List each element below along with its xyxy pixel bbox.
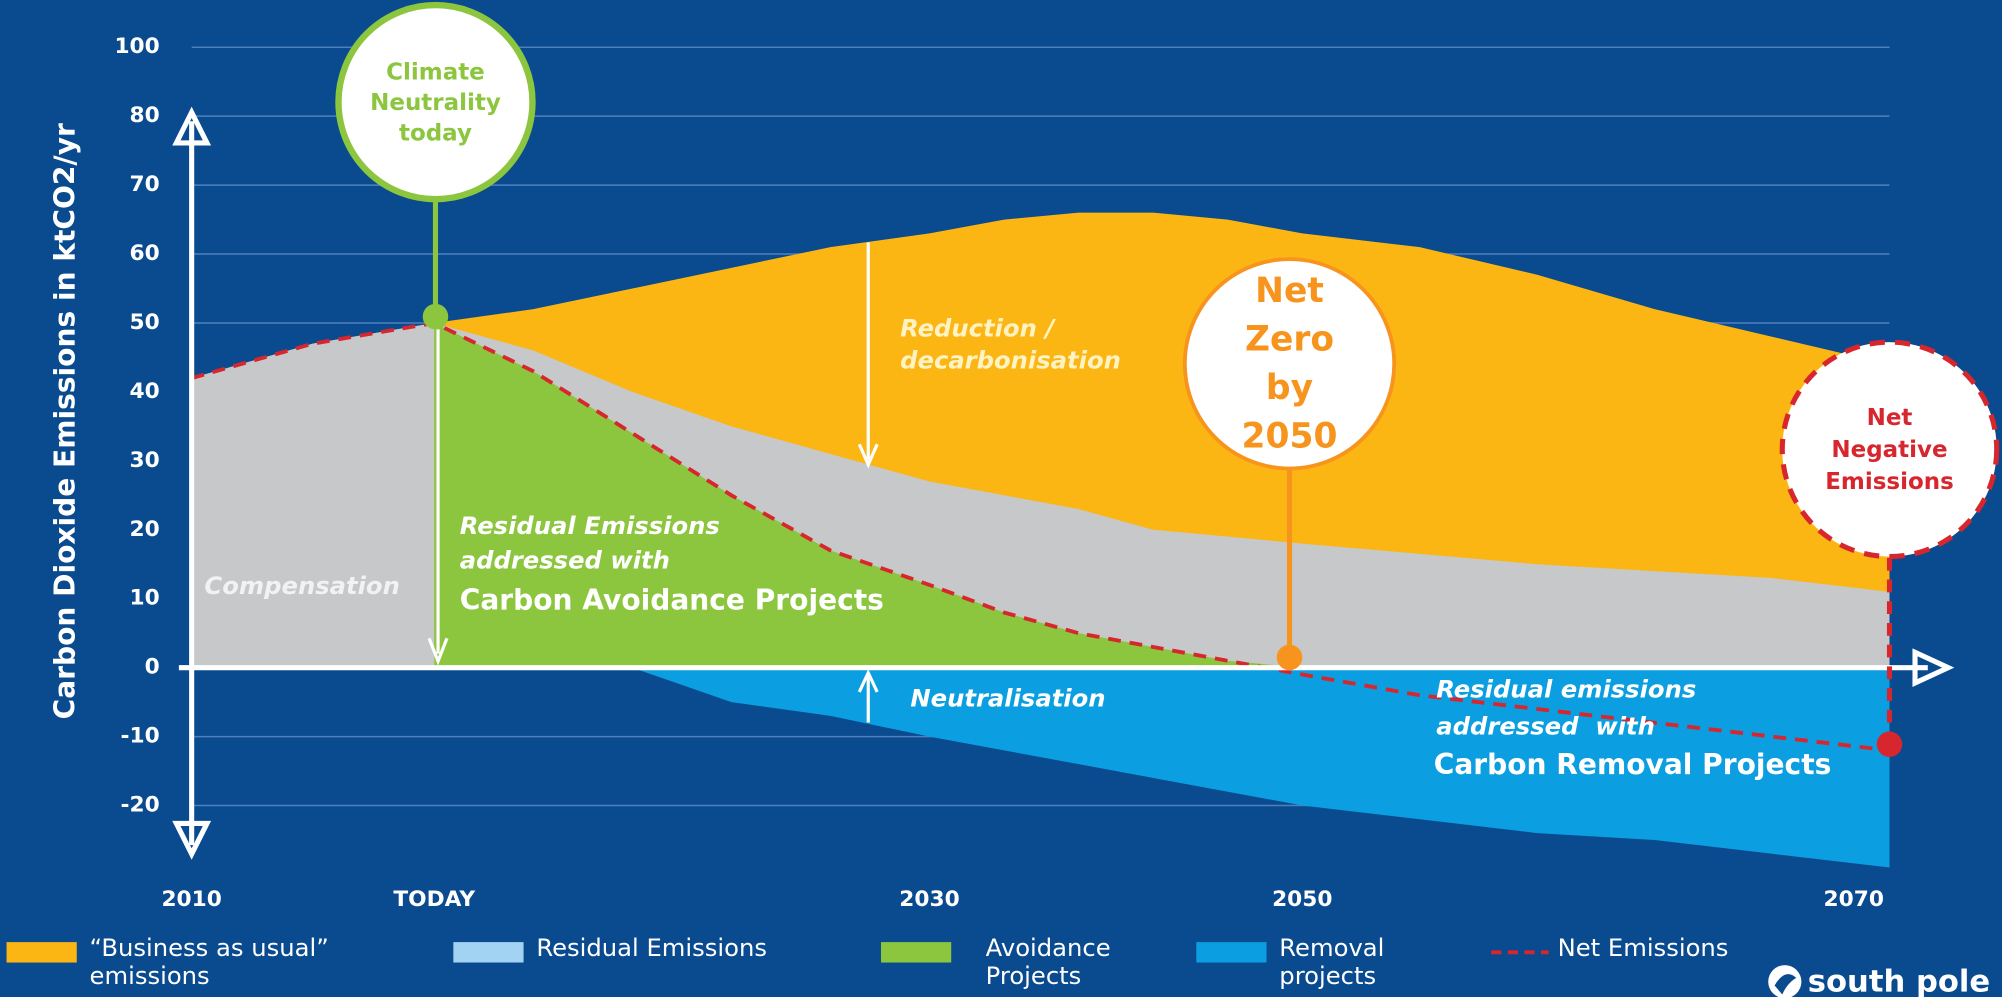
callout-text: Emissions xyxy=(1825,469,1954,495)
arrow-head xyxy=(427,637,449,666)
y-tick-label: -10 xyxy=(121,724,160,749)
legend-label: Net Emissions xyxy=(1557,934,1729,963)
callout-circle xyxy=(1182,257,1397,471)
legend-label: “Business as usual” emissions xyxy=(89,934,329,991)
y-tick-label: 100 xyxy=(114,34,159,59)
logo: south pole xyxy=(1808,964,1990,997)
note: decarbonisation xyxy=(900,345,1121,374)
note: Carbon Avoidance Projects xyxy=(460,583,884,616)
callout-text: by xyxy=(1266,368,1313,408)
legend-swatch xyxy=(453,942,524,963)
legend: “Business as usual” emissions Residual Em… xyxy=(6,934,1729,991)
y-tick-label: 50 xyxy=(130,310,160,335)
callout-text: today xyxy=(399,121,472,147)
y-tick-label: 10 xyxy=(130,586,160,611)
annotations: Carbon Dioxide Emissions in ktCO2/yr Red… xyxy=(49,1,2000,997)
area xyxy=(632,667,1890,868)
y-tick-label: 30 xyxy=(130,448,160,473)
area xyxy=(434,322,1303,668)
legend-swatch xyxy=(6,942,77,963)
areas xyxy=(191,212,1890,868)
note: Neutralisation xyxy=(910,684,1105,713)
legend-swatch xyxy=(1196,942,1267,963)
note: addressed with xyxy=(1436,712,1655,741)
callout-dot xyxy=(422,303,449,330)
legend-entry: Residual Emissions xyxy=(536,934,768,963)
legend-entry: Net Emissions xyxy=(1557,934,1729,963)
callout-text: Zero xyxy=(1245,319,1334,359)
arrow-head xyxy=(1912,648,1955,687)
callout-text: Negative xyxy=(1831,437,1947,463)
legend-swatch xyxy=(881,942,952,963)
arrow-head xyxy=(172,106,212,146)
x-tick-label: 2070 xyxy=(1824,887,1884,912)
y-tick-label: -20 xyxy=(121,793,160,818)
note: Residual Emissions xyxy=(460,511,720,540)
callout-circle xyxy=(335,1,536,203)
logo-icon xyxy=(1774,974,1797,995)
callout-dot xyxy=(1276,644,1303,671)
legend-entry: “Business as usual” emissions xyxy=(89,934,329,991)
callout-text: Net xyxy=(1867,405,1913,431)
x-tick-label: TODAY xyxy=(393,887,475,912)
x-tick-label: 2010 xyxy=(161,887,221,912)
callout-text: Net xyxy=(1255,271,1324,311)
note: Residual emissions xyxy=(1436,675,1696,704)
y-tick-label: 40 xyxy=(130,379,160,404)
legend-entry: Removal projects xyxy=(1279,934,1385,991)
y-tick-label: 60 xyxy=(130,241,160,266)
legend-label: Removal projects xyxy=(1279,934,1385,991)
note: Carbon Removal Projects xyxy=(1434,748,1832,781)
callout-text: 2050 xyxy=(1242,416,1338,456)
note: addressed with xyxy=(460,546,670,575)
y-tick-label: 20 xyxy=(130,517,160,542)
callout-text: Climate xyxy=(386,59,485,85)
y-tick-label: 80 xyxy=(130,103,160,128)
callout-text: Neutrality xyxy=(370,90,501,116)
x-tick-label: 2030 xyxy=(899,887,959,912)
y-axis-label: Carbon Dioxide Emissions in ktCO2/yr xyxy=(49,123,82,719)
y-tick-label: 0 xyxy=(145,655,160,680)
legend-label: Residual Emissions xyxy=(536,934,768,963)
arrow-head xyxy=(857,668,879,693)
callout-dot xyxy=(1876,731,1903,758)
y-tick-label: 70 xyxy=(130,172,160,197)
legend-entry: Avoidance Projects xyxy=(985,934,1111,991)
note: Reduction / xyxy=(900,313,1056,342)
note: Compensation xyxy=(204,571,399,600)
arrow-head xyxy=(857,443,879,469)
callout-circle xyxy=(1779,339,2000,560)
legend-label: Avoidance Projects xyxy=(985,934,1111,991)
arrow-head xyxy=(172,820,212,860)
x-tick-label: 2050 xyxy=(1272,887,1332,912)
